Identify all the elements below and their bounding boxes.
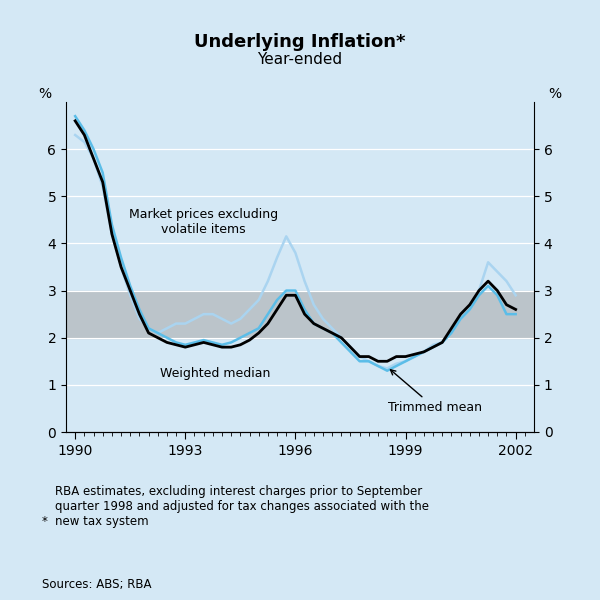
Text: %: % [38,87,52,101]
Text: RBA estimates, excluding interest charges prior to September
quarter 1998 and ad: RBA estimates, excluding interest charge… [55,485,429,528]
Bar [66,290,534,338]
Text: Weighted median: Weighted median [160,367,270,380]
Text: %: % [548,87,562,101]
Text: Market prices excluding
volatile items: Market prices excluding volatile items [129,208,278,236]
Text: Trimmed mean: Trimmed mean [388,370,482,415]
Text: Year-ended: Year-ended [257,52,343,67]
Text: Sources: ABS; RBA: Sources: ABS; RBA [42,578,151,591]
Text: Underlying Inflation*: Underlying Inflation* [194,33,406,51]
Text: *: * [42,515,48,528]
